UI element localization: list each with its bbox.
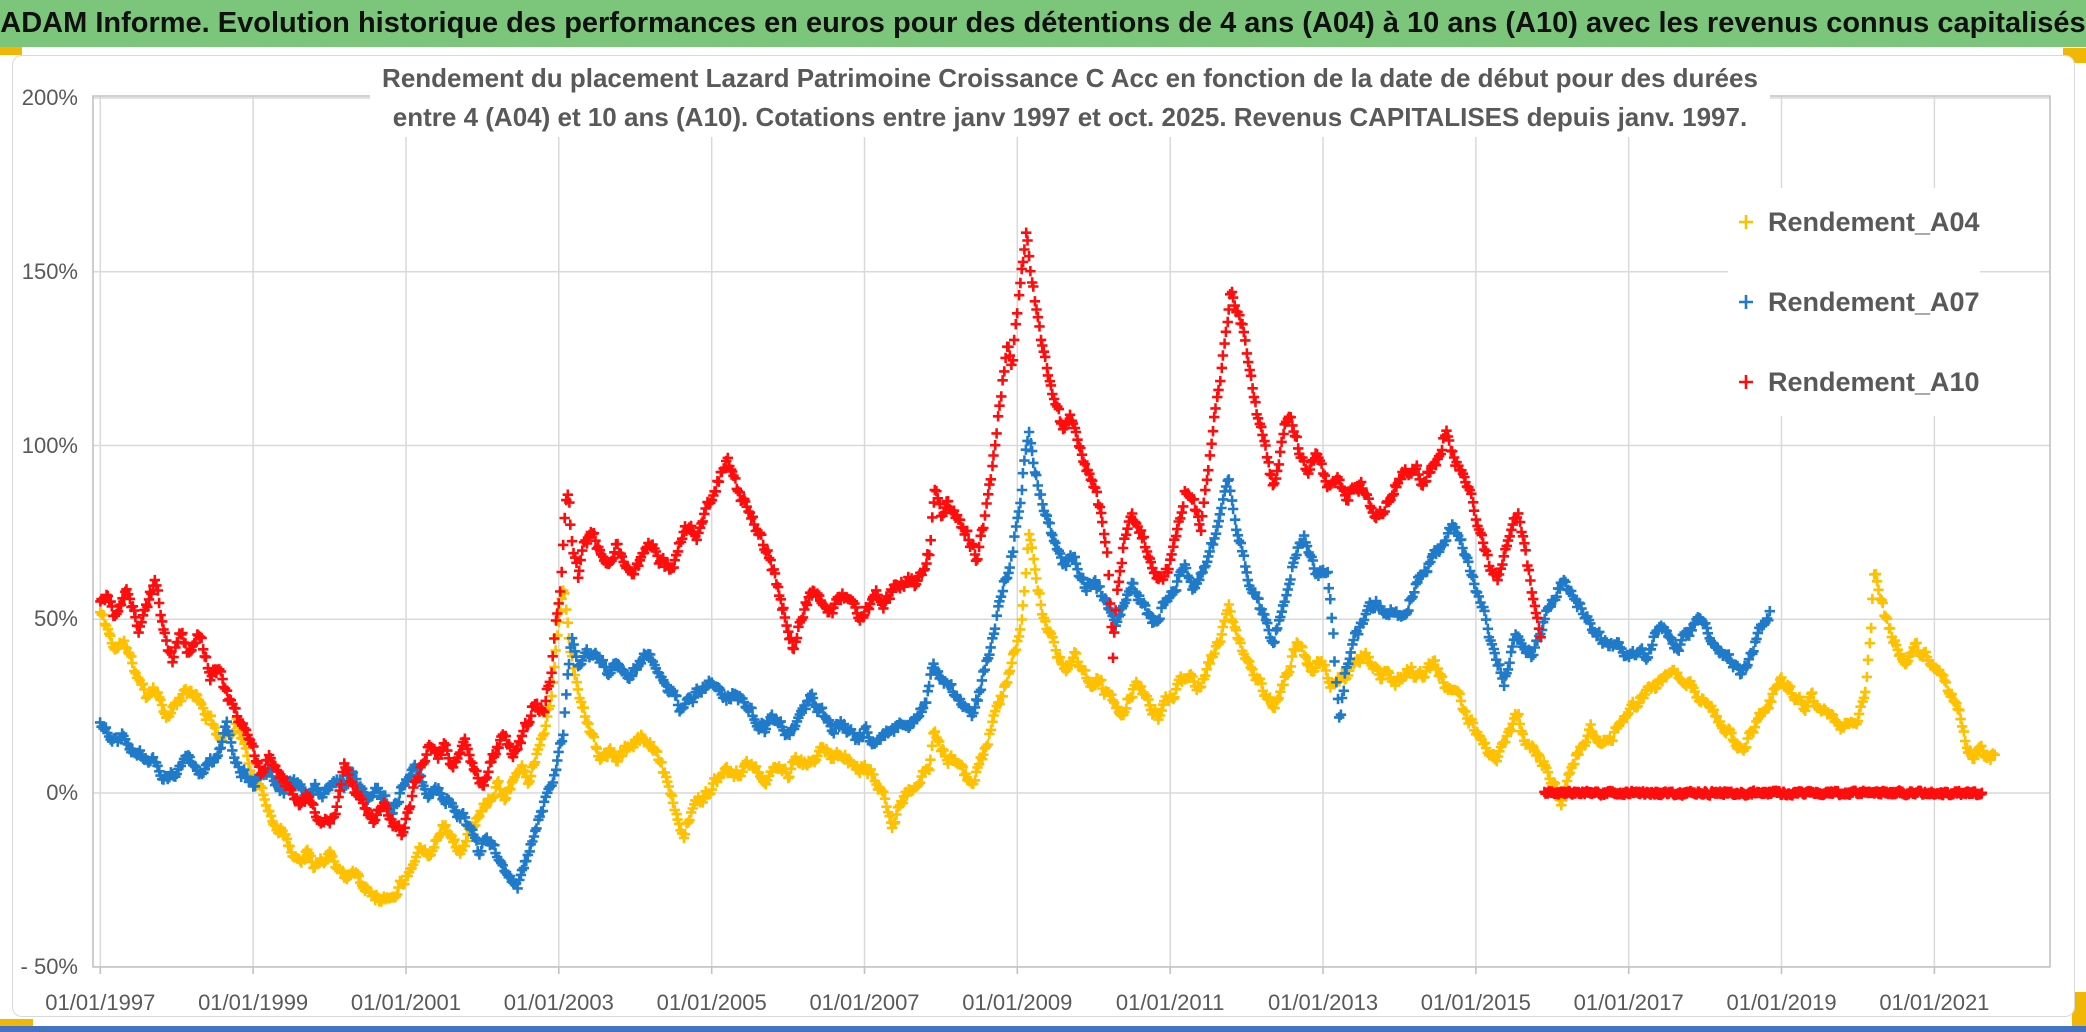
page-title: ADAM Informe. Evolution historique des p… <box>0 7 2086 39</box>
x-tick-label-2013: 01/01/2013 <box>1267 990 1379 1015</box>
legend-item-a04: Rendement_A04 <box>1736 202 1980 242</box>
y-tick-label-200: 200% <box>21 85 78 110</box>
x-tick-label-2003: 01/01/2003 <box>503 990 614 1015</box>
x-tick-label-2021: 01/01/2021 <box>1879 990 1990 1015</box>
x-tick-label-2015: 01/01/2015 <box>1420 990 1531 1015</box>
x-tick-label-2007: 01/01/2007 <box>809 990 920 1015</box>
y-tick-label-150: 150% <box>21 258 78 284</box>
bottom-blue-strip <box>0 1026 2086 1032</box>
plus-marker-icon <box>1739 375 1753 389</box>
legend-item-a07: Rendement_A07 <box>1736 282 1980 322</box>
plus-marker-icon <box>1739 215 1753 229</box>
y-tick-label-100: 100% <box>21 432 78 458</box>
legend-label-a04: Rendement_A04 <box>1768 206 1980 237</box>
y-tick-label-0: 0% <box>46 780 78 805</box>
x-tick-label-1999: 01/01/1999 <box>198 990 309 1015</box>
legend: Rendement_A04 Rendement_A07 Rendement_A1… <box>1728 188 1980 416</box>
chart-title: Rendement du placement Lazard Patrimoine… <box>370 59 1770 137</box>
header-bar: ADAM Informe. Evolution historique des p… <box>0 0 2086 47</box>
x-tick-label-1997: 01/01/1997 <box>45 990 156 1015</box>
x-tick-label-2001: 01/01/2001 <box>350 990 462 1015</box>
chart-title-line2: entre 4 (A04) et 10 ans (A10). Cotations… <box>392 102 1748 132</box>
x-tick-label-2019: 01/01/2019 <box>1726 990 1837 1015</box>
x-tick-label-2009: 01/01/2009 <box>962 990 1073 1015</box>
y-tick-label-50: 50% <box>33 606 78 632</box>
legend-label-a07: Rendement_A07 <box>1768 286 1980 317</box>
gold-accent-top-left <box>0 47 22 55</box>
x-tick-label-2005: 01/01/2005 <box>656 990 767 1015</box>
y-tick-label-neg50: - 50% <box>20 953 78 979</box>
x-tick-label-2017: 01/01/2017 <box>1573 990 1684 1015</box>
gold-accent-bottom-right <box>2072 992 2086 1032</box>
chart-title-line1: Rendement du placement Lazard Patrimoine… <box>382 63 1758 93</box>
x-tick-label-2011: 01/01/2011 <box>1115 990 1225 1015</box>
legend-item-a10: Rendement_A10 <box>1736 362 1980 402</box>
legend-label-a10: Rendement_A10 <box>1768 366 1980 397</box>
plus-marker-icon <box>1739 295 1753 309</box>
